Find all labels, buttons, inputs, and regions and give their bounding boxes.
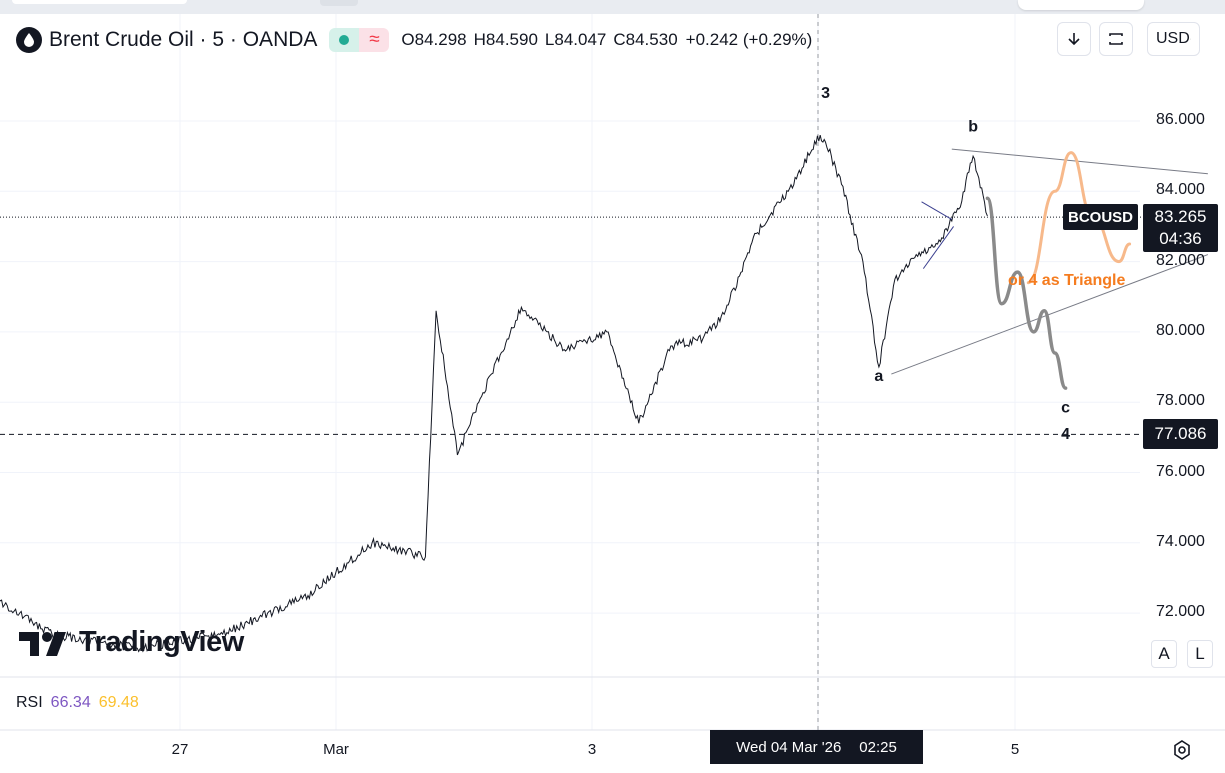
rsi-name: RSI [16,694,43,711]
data-delay-indicator[interactable]: ≈ [359,28,390,52]
countdown-value: 04:36 [1159,229,1202,248]
cursor-date-label: Wed 04 Mar '26 02:25 [710,730,923,764]
cursor-date: Wed 04 Mar '26 [736,738,842,756]
chevron-down-icon [1189,38,1191,40]
symbol-title[interactable]: Brent Crude Oil · 5 · OANDA [49,28,318,51]
top-tab-left[interactable] [12,0,187,4]
ohlc-values: O84.298 H84.590 L84.047 C84.530 +0.242 (… [401,30,812,50]
time-tick-label: Mar [323,741,349,758]
rsi-value-1: 66.34 [50,694,91,711]
time-tick-label: 3 [587,741,597,758]
top-tab-mid[interactable] [320,0,358,6]
trendlines[interactable] [891,148,1209,375]
symbol-legend: Brent Crude Oil · 5 · OANDA ≈ O84.298 H8… [16,27,812,53]
status-pills[interactable]: ≈ [329,28,390,52]
trendline[interactable] [951,148,1208,175]
target-price-label: 77.086 [1143,419,1218,449]
wave-label[interactable]: 3 [821,85,830,102]
price-series [0,134,988,653]
trendline[interactable] [891,254,1209,375]
tradingview-wordmark: TradingView [79,626,244,658]
price-line[interactable] [0,134,988,653]
price-tick-label: 76.000 [1156,462,1205,480]
price-tick-label: 78.000 [1156,392,1205,410]
trendline[interactable] [921,201,953,220]
currency-label: USD [1156,30,1190,47]
trendline[interactable] [922,226,954,269]
rsi-value-2: 69.48 [98,694,139,711]
low-value: L84.047 [544,30,607,49]
triangle-annotation[interactable]: or 4 as Triangle [1008,272,1125,289]
tradingview-logo-icon [19,631,66,656]
price-tick-label: 84.000 [1156,181,1205,199]
wave-label[interactable]: 4 [1061,426,1070,443]
down-arrow-icon [1068,33,1080,46]
log-scale-button[interactable]: L [1187,640,1213,668]
oil-drop-icon [16,27,42,53]
change-value: +0.242 (+0.29%) [685,30,813,49]
price-tick-label: 74.000 [1156,532,1205,550]
orange-projection-path[interactable] [1026,151,1132,285]
time-tick-label: 27 [171,741,189,758]
current-price-value: 83.265 [1154,207,1207,226]
fullscreen-icon [1109,33,1123,45]
cursor-time: 02:25 [859,738,897,756]
projection-paths [985,151,1132,390]
rsi-legend[interactable]: RSI 66.34 69.48 [16,694,139,712]
wave-labels: 3 b a c 4 or 4 as Triangle [821,85,1125,443]
price-tick-label: 82.000 [1156,251,1205,269]
fullscreen-button[interactable] [1099,22,1133,56]
currency-selector[interactable]: USD [1147,22,1200,56]
status-dot-icon [339,35,350,45]
tradingview-logo[interactable]: TradingView [19,626,244,659]
gray-projection-path[interactable] [985,196,1068,390]
ticker-label: BCOUSD [1063,204,1138,230]
auto-scale-button[interactable]: A [1151,640,1177,668]
wave-label[interactable]: c [1061,400,1070,417]
open-value: O84.298 [401,30,467,49]
settings-gear-icon[interactable] [1170,738,1194,762]
down-arrow-button[interactable] [1057,22,1091,56]
grid-lines [0,14,1140,730]
price-tick-label: 80.000 [1156,321,1205,339]
market-open-indicator[interactable] [329,28,360,52]
wave-label[interactable]: b [968,119,978,136]
current-price-label: 83.265 04:36 [1143,204,1218,252]
high-value: H84.590 [473,30,538,49]
top-toolbar-pill[interactable] [1018,0,1144,10]
browser-top-strip [0,0,1225,14]
chart-panel [0,14,1225,773]
wave-label[interactable]: a [874,368,883,385]
time-tick-label: 5 [1010,741,1020,758]
price-tick-label: 86.000 [1156,111,1205,128]
close-value: C84.530 [613,30,678,49]
horizontal-lines [0,216,1142,435]
price-tick-label: 72.000 [1156,603,1205,621]
